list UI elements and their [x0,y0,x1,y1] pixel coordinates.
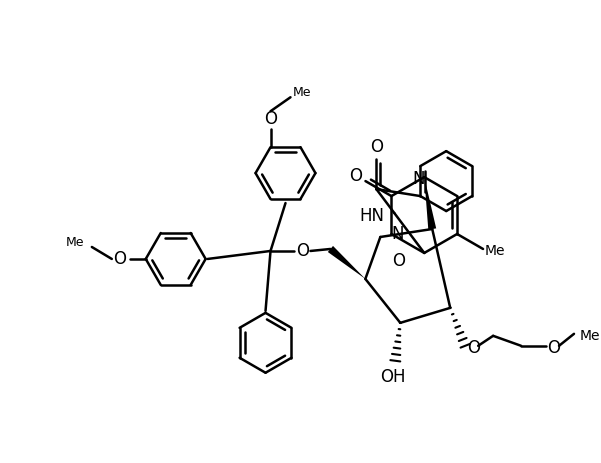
Text: O: O [466,339,480,357]
Text: O: O [548,339,561,357]
Text: O: O [349,167,362,185]
Text: O: O [296,242,309,260]
Text: OH: OH [380,368,406,386]
Text: O: O [370,138,383,156]
Text: Me: Me [485,244,505,258]
Text: O: O [114,250,126,268]
Text: Me: Me [580,329,600,343]
Polygon shape [424,177,436,230]
Polygon shape [328,246,365,279]
Text: Me: Me [293,86,312,99]
Text: O: O [392,252,405,270]
Text: O: O [264,110,277,128]
Text: HN: HN [359,207,384,225]
Text: N: N [391,225,404,243]
Text: N: N [412,170,424,188]
Text: Me: Me [66,237,84,250]
